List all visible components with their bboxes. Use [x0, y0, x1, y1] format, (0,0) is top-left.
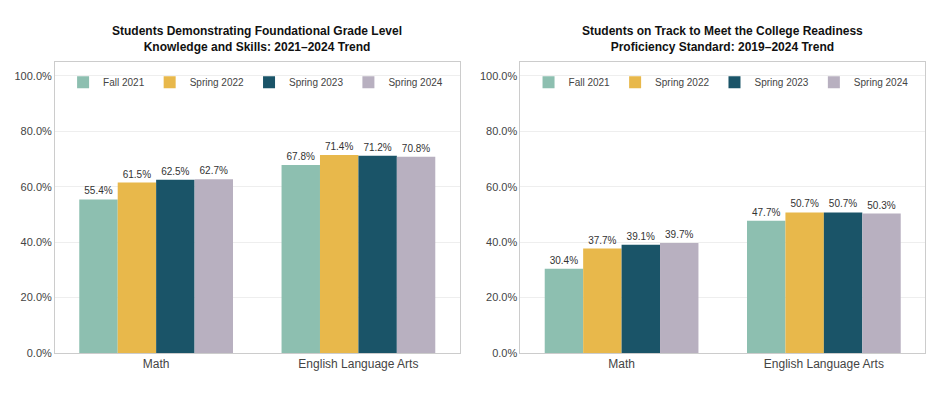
svg-text:100.0%: 100.0% [480, 70, 518, 82]
svg-text:Spring 2023: Spring 2023 [289, 77, 343, 88]
svg-text:80.0%: 80.0% [486, 125, 517, 137]
svg-text:Students Demonstrating Foundat: Students Demonstrating Foundational Grad… [112, 24, 402, 54]
svg-text:20.0%: 20.0% [486, 291, 517, 303]
svg-text:62.7%: 62.7% [200, 165, 228, 176]
svg-text:0.0%: 0.0% [492, 347, 517, 359]
svg-text:40.0%: 40.0% [486, 236, 517, 248]
svg-text:0.0%: 0.0% [27, 347, 52, 359]
svg-text:60.0%: 60.0% [21, 181, 52, 193]
svg-text:English Language Arts: English Language Arts [298, 357, 418, 371]
svg-text:20.0%: 20.0% [21, 291, 52, 303]
svg-text:Students on Track to Meet the: Students on Track to Meet the College Re… [582, 24, 863, 54]
svg-text:Spring 2024: Spring 2024 [854, 77, 908, 88]
svg-text:60.0%: 60.0% [486, 181, 517, 193]
svg-text:Spring 2024: Spring 2024 [388, 77, 442, 88]
svg-text:English Language Arts: English Language Arts [764, 357, 884, 371]
svg-text:50.3%: 50.3% [867, 200, 895, 211]
svg-text:50.7%: 50.7% [829, 198, 857, 209]
svg-text:71.4%: 71.4% [325, 141, 353, 152]
svg-text:100.0%: 100.0% [14, 70, 52, 82]
svg-text:67.8%: 67.8% [287, 151, 315, 162]
svg-text:Math: Math [608, 357, 635, 371]
svg-text:70.8%: 70.8% [402, 143, 430, 154]
svg-text:55.4%: 55.4% [84, 185, 112, 196]
svg-text:39.1%: 39.1% [627, 231, 655, 242]
svg-text:62.5%: 62.5% [161, 166, 189, 177]
svg-text:Spring 2022: Spring 2022 [655, 77, 709, 88]
svg-text:Fall 2021: Fall 2021 [103, 77, 145, 88]
svg-text:47.7%: 47.7% [752, 207, 780, 218]
svg-text:61.5%: 61.5% [123, 169, 151, 180]
svg-text:50.7%: 50.7% [790, 198, 818, 209]
svg-text:80.0%: 80.0% [21, 125, 52, 137]
svg-text:39.7%: 39.7% [665, 229, 693, 240]
svg-text:Fall 2021: Fall 2021 [569, 77, 611, 88]
svg-text:Spring 2022: Spring 2022 [190, 77, 244, 88]
svg-text:40.0%: 40.0% [21, 236, 52, 248]
svg-text:37.7%: 37.7% [588, 235, 616, 246]
svg-text:Math: Math [143, 357, 170, 371]
svg-text:30.4%: 30.4% [550, 255, 578, 266]
svg-text:Spring 2023: Spring 2023 [754, 77, 808, 88]
svg-text:71.2%: 71.2% [363, 142, 391, 153]
